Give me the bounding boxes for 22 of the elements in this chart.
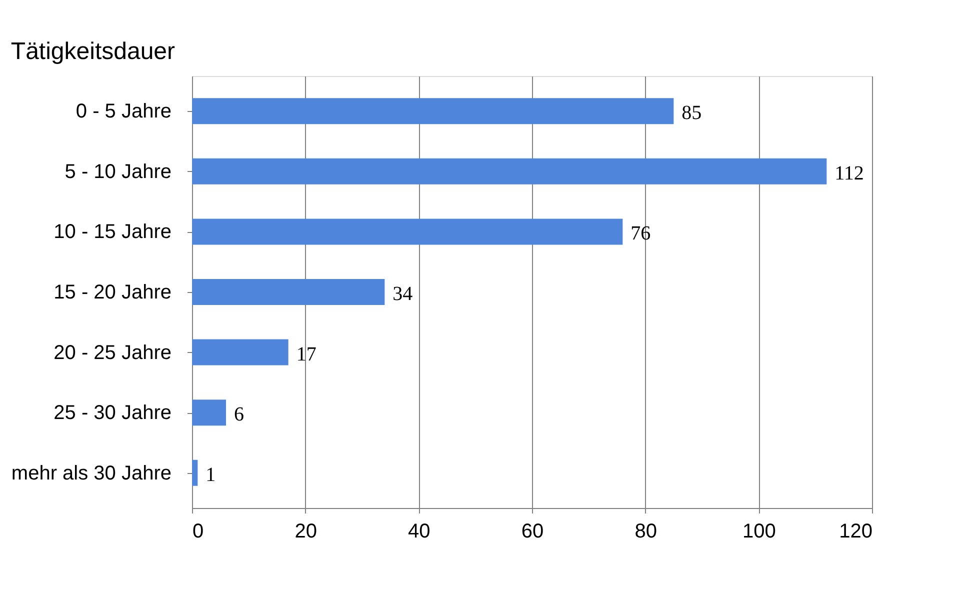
x-tick-label: 40	[408, 520, 430, 542]
y-tick-label: 15 - 20 Jahre	[54, 282, 172, 304]
data-label: 112	[834, 162, 864, 184]
y-tick-label: mehr als 30 Jahre	[11, 462, 172, 484]
x-tick-label: 0	[192, 520, 204, 542]
data-label: 34	[392, 283, 413, 305]
data-label: 1	[206, 464, 216, 486]
y-tick-label: 0 - 5 Jahre	[76, 100, 172, 123]
x-tick-label: 60	[521, 520, 544, 542]
x-tick-label: 20	[294, 520, 317, 542]
y-tick-label: 10 - 15 Jahre	[54, 221, 172, 244]
y-tick-label: 20 - 25 Jahre	[54, 342, 172, 364]
data-label: 6	[234, 404, 244, 426]
data-label: 17	[296, 343, 316, 366]
y-tick-label: 25 - 30 Jahre	[54, 402, 172, 424]
data-label: 85	[682, 102, 702, 124]
x-tick-label: 100	[742, 520, 776, 542]
x-tick-label: 120	[839, 520, 872, 542]
y-tick-label: 5 - 10 Jahre	[64, 160, 172, 183]
x-tick-label: 80	[634, 520, 657, 542]
chart-title: Tätigkeitsdauer	[10, 38, 176, 65]
data-label: 76	[630, 222, 651, 245]
